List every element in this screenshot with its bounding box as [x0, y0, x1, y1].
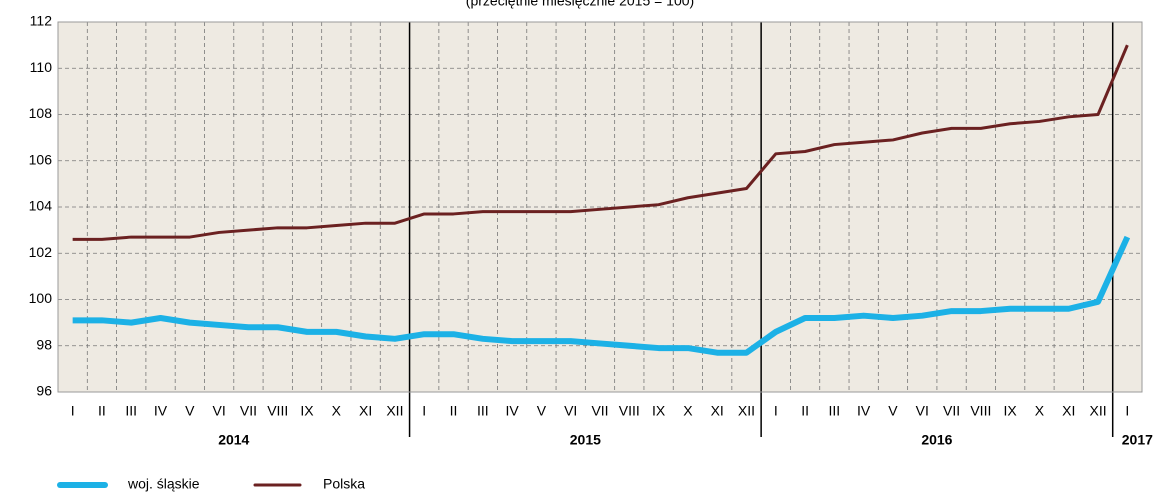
x-tick-label: I — [71, 403, 75, 419]
x-group-label: 2016 — [921, 432, 952, 448]
line-series — [72, 235, 1131, 356]
x-tick-label: I — [422, 403, 426, 419]
x-tick-label: XII — [386, 403, 403, 419]
y-tick-label: 110 — [30, 59, 53, 75]
x-tick-label: VI — [564, 403, 577, 419]
x-tick-label: IV — [857, 403, 871, 419]
x-tick-label: X — [332, 403, 342, 419]
plot-border — [57, 21, 1143, 393]
x-group-label: 2017 — [1122, 432, 1153, 448]
x-tick-label: XI — [711, 403, 724, 419]
x-tick-label: I — [774, 403, 778, 419]
x-tick-label: V — [185, 403, 195, 419]
x-tick-label: IX — [652, 403, 666, 419]
y-tick-label: 100 — [29, 290, 53, 306]
x-tick-label: VIII — [970, 403, 991, 419]
x-tick-label: VII — [240, 403, 257, 419]
line-series — [72, 44, 1129, 241]
y-tick-label: 108 — [29, 105, 53, 121]
x-tick-label: X — [1035, 403, 1045, 419]
y-tick-label: 104 — [29, 198, 53, 214]
x-tick-label: IV — [505, 403, 519, 419]
x-group-label: 2015 — [570, 432, 601, 448]
x-tick-label: VI — [213, 403, 226, 419]
x-tick-label: VII — [591, 403, 608, 419]
x-tick-label: V — [888, 403, 898, 419]
x-tick-label: XII — [738, 403, 755, 419]
x-tick-label: III — [829, 403, 841, 419]
x-tick-label: III — [477, 403, 489, 419]
x-tick-label: VIII — [619, 403, 640, 419]
x-tick-label: XI — [1062, 403, 1075, 419]
y-tick-label: 112 — [30, 13, 53, 29]
x-tick-label: VIII — [267, 403, 288, 419]
x-tick-label: XII — [1089, 403, 1106, 419]
legend-label: woj. śląskie — [127, 476, 200, 492]
x-tick-label: IX — [1004, 403, 1018, 419]
x-tick-label: V — [537, 403, 547, 419]
x-tick-label: II — [801, 403, 809, 419]
x-tick-label: VII — [943, 403, 960, 419]
x-group-label: 2014 — [218, 432, 249, 448]
y-tick-label: 96 — [36, 383, 52, 399]
x-tick-label: I — [1125, 403, 1129, 419]
x-tick-label: IV — [154, 403, 168, 419]
x-tick-label: IX — [300, 403, 314, 419]
chart-subtitle: (przeciętnie miesięcznie 2015 = 100) — [466, 0, 694, 9]
legend-label: Polska — [323, 476, 365, 492]
x-tick-label: XI — [359, 403, 372, 419]
x-tick-label: II — [450, 403, 458, 419]
y-tick-label: 102 — [29, 244, 53, 260]
x-tick-label: VI — [916, 403, 929, 419]
x-tick-label: III — [125, 403, 137, 419]
x-tick-label: X — [683, 403, 693, 419]
y-tick-label: 98 — [36, 336, 52, 352]
y-tick-label: 106 — [29, 151, 53, 167]
x-tick-label: II — [98, 403, 106, 419]
